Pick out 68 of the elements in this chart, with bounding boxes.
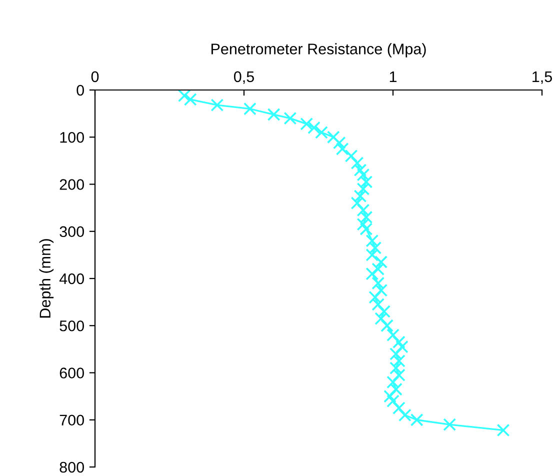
point (360, 210, 373, 224)
point (360, 222, 373, 236)
point (390, 362, 402, 374)
x-tick-label: 1,5 (532, 71, 552, 84)
y-tick-label: 500 (60, 320, 84, 332)
y-tick-label: 400 (59, 273, 84, 284)
y-tick-label: 200 (60, 179, 84, 190)
point (443, 418, 456, 432)
point (344, 150, 358, 162)
y-tick-label: 0 (76, 84, 84, 96)
y-tick-label: 700 (60, 414, 84, 426)
x-axis-title: Penetrometer Resistance (Mpa) (212, 43, 426, 58)
point (356, 182, 370, 196)
point (372, 262, 385, 276)
point (184, 92, 197, 106)
point (374, 284, 388, 297)
point (354, 190, 367, 202)
point (336, 142, 349, 156)
point (267, 108, 280, 121)
point (372, 298, 385, 311)
point (368, 241, 382, 254)
point (386, 376, 400, 389)
point (366, 234, 379, 248)
point (356, 204, 370, 217)
point (315, 126, 328, 139)
point (366, 248, 379, 262)
point (326, 130, 340, 144)
point (390, 382, 402, 396)
point (374, 312, 388, 326)
point (386, 394, 400, 408)
point (374, 256, 388, 268)
point (368, 290, 382, 304)
point (332, 136, 346, 150)
point (300, 117, 314, 130)
point (390, 347, 402, 360)
y-tick-label: 800 (60, 462, 84, 473)
point (384, 390, 396, 403)
point (372, 276, 385, 290)
point (395, 340, 408, 354)
point (380, 319, 394, 332)
point (392, 402, 406, 415)
point (386, 328, 400, 342)
point (356, 218, 370, 231)
point (210, 98, 224, 112)
point (392, 368, 406, 382)
point (366, 267, 379, 280)
x-tick-label: 0 (91, 71, 99, 82)
point (354, 164, 367, 177)
point (350, 196, 364, 210)
point (392, 336, 406, 349)
x-tick-label: 0,5 (234, 71, 254, 84)
point (392, 354, 406, 368)
point (360, 175, 373, 188)
point (178, 90, 191, 102)
point (308, 121, 320, 134)
y-tick-label: 100 (60, 132, 84, 143)
point (244, 102, 256, 116)
y-tick-label: 600 (60, 368, 84, 378)
point (398, 408, 412, 422)
x-tick-label: 1 (390, 71, 397, 82)
point (350, 156, 364, 170)
point (496, 424, 510, 437)
y-tick-label: 300 (60, 226, 84, 238)
point (378, 305, 391, 318)
point (410, 413, 424, 426)
y-axis-title: Depth (mm) (39, 239, 54, 318)
point (356, 168, 370, 182)
point (284, 112, 297, 125)
